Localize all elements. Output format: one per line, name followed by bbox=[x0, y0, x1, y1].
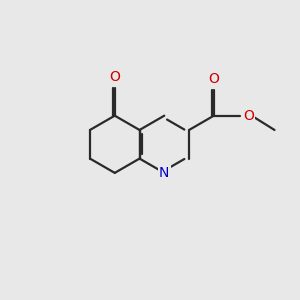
Text: O: O bbox=[243, 109, 254, 123]
Text: O: O bbox=[208, 72, 219, 86]
Text: N: N bbox=[159, 166, 169, 180]
Text: O: O bbox=[109, 70, 120, 84]
